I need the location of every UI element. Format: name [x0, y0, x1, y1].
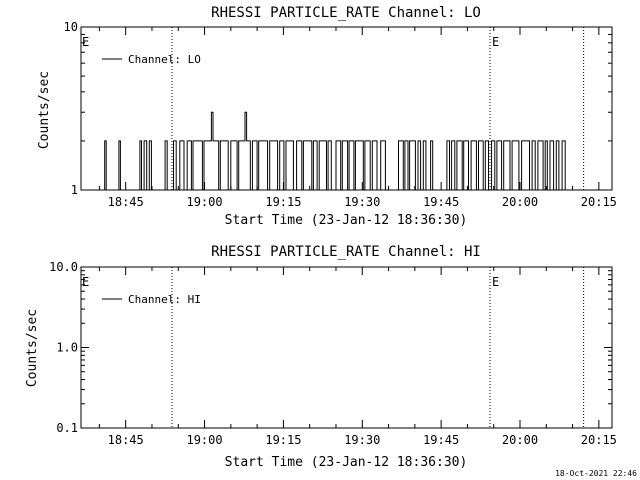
- x-tick-label: 20:15: [581, 195, 617, 209]
- event-flag-label: E: [492, 35, 499, 49]
- y-tick-label: 1.0: [56, 341, 78, 355]
- y-tick-label: 10.0: [49, 260, 78, 274]
- y-tick-label: 10: [64, 20, 78, 34]
- legend-label: Channel: LO: [128, 53, 201, 66]
- x-tick-label: 19:30: [344, 195, 380, 209]
- series-line: [491, 140, 571, 191]
- x-tick-label: 18:45: [108, 433, 144, 447]
- x-tick-label: 19:15: [265, 433, 301, 447]
- x-tick-label: 19:00: [186, 195, 222, 209]
- panel-hi-x-axis-label: Start Time (23-Jan-12 18:36:30): [225, 455, 468, 470]
- y-tick-label: 0.1: [56, 421, 78, 435]
- x-tick-label: 19:15: [265, 195, 301, 209]
- y-tick-label: 1: [71, 183, 78, 197]
- x-tick-label: 20:00: [502, 433, 538, 447]
- x-tick-label: 18:45: [108, 195, 144, 209]
- event-flag-label: E: [492, 275, 499, 289]
- left-flag-label: E: [82, 35, 89, 49]
- footer-timestamp: 18-Oct-2021 22:46: [555, 469, 637, 478]
- x-tick-label: 19:30: [344, 433, 380, 447]
- panel-hi: RHESSI PARTICLE_RATE Channel: HI Counts/…: [25, 244, 617, 470]
- series-line: [97, 140, 168, 191]
- series-line: [173, 111, 489, 191]
- panel-hi-title: RHESSI PARTICLE_RATE Channel: HI: [211, 244, 481, 260]
- left-flag-label: E: [82, 275, 89, 289]
- x-tick-label: 20:15: [581, 433, 617, 447]
- x-tick-label: 19:45: [423, 195, 459, 209]
- panel-lo: RHESSI PARTICLE_RATE Channel: LO Counts/…: [37, 5, 617, 228]
- legend-label: Channel: HI: [128, 293, 201, 306]
- x-tick-label: 19:45: [423, 433, 459, 447]
- panel-lo-x-axis-label: Start Time (23-Jan-12 18:36:30): [225, 213, 468, 228]
- x-tick-label: 19:00: [186, 433, 222, 447]
- plot-frame: [80, 26, 613, 191]
- x-tick-label: 20:00: [502, 195, 538, 209]
- panel-lo-title: RHESSI PARTICLE_RATE Channel: LO: [211, 5, 481, 21]
- panel-hi-y-axis-label: Counts/sec: [25, 309, 40, 387]
- panel-lo-y-axis-label: Counts/sec: [37, 71, 52, 149]
